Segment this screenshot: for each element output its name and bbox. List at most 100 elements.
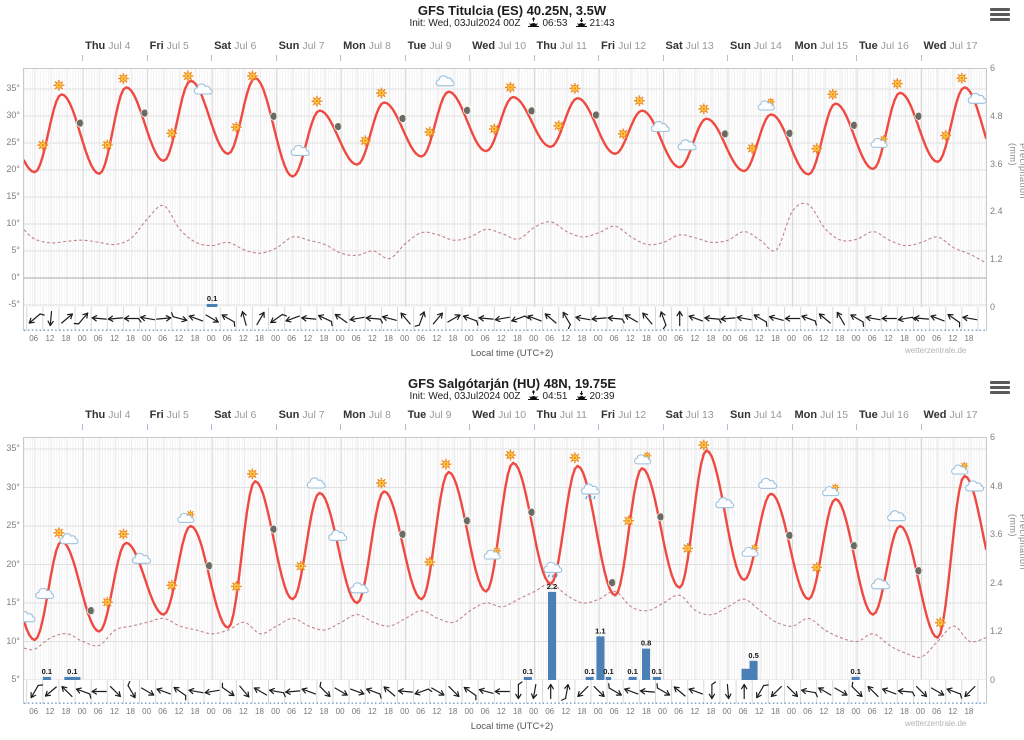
- wind-barb: [544, 313, 557, 324]
- wind-barb: [818, 687, 832, 696]
- time-tick-label: 18: [835, 334, 845, 343]
- moon-icon: [592, 110, 601, 120]
- wind-barb: [30, 684, 44, 699]
- precip-bar-label: 0.1: [42, 667, 52, 676]
- sun-icon: [246, 468, 258, 480]
- day-tick: [340, 424, 342, 430]
- sunset-time: 21:43: [589, 18, 615, 29]
- wind-barb: [881, 315, 897, 322]
- precip-axis-label: 6: [990, 63, 996, 73]
- hamburger-menu-icon[interactable]: [990, 381, 1010, 396]
- wind-barb: [447, 314, 461, 323]
- precip-bar-label: 0.1: [627, 667, 637, 676]
- wind-barb: [140, 687, 155, 696]
- wind-barb: [91, 315, 107, 322]
- time-tick-label: 00: [335, 334, 345, 343]
- wind-barb: [577, 685, 589, 698]
- wind-barb: [915, 685, 928, 698]
- wind-barb: [851, 681, 863, 698]
- precip-bar: [206, 304, 218, 308]
- time-tick-label: 00: [464, 707, 474, 716]
- hamburger-menu-icon[interactable]: [990, 8, 1010, 23]
- day-label: Wed Jul 17: [924, 40, 978, 52]
- time-tick-label: 06: [351, 334, 361, 343]
- moon-icon: [849, 541, 859, 551]
- time-tick-label: 00: [271, 334, 281, 343]
- day-date: Jul 14: [753, 409, 782, 421]
- sun-icon: [101, 596, 113, 608]
- day-of-week: Sun: [278, 40, 300, 52]
- day-of-week: Fri: [149, 40, 164, 52]
- wind-barb: [73, 312, 89, 325]
- plot-area: 0.1 0.1 0.1 2.2 0.1 1.1 0.1 0.1 0.8 0.1 0.5 0.1: [23, 437, 987, 682]
- wind-barb: [930, 314, 945, 322]
- wind-barb: [269, 687, 286, 698]
- time-tick-label: 06: [674, 334, 684, 343]
- wind-barb: [462, 314, 479, 326]
- day-label: Mon Jul 8: [343, 40, 391, 52]
- sun-icon: [698, 439, 710, 451]
- time-tick-label: 00: [593, 707, 603, 716]
- time-tick-label: 18: [512, 334, 522, 343]
- precip-bar: [652, 676, 661, 681]
- time-tick-label: 12: [690, 334, 700, 343]
- precip-bar-label: 0.1: [584, 667, 594, 676]
- wind-barb: [366, 687, 382, 699]
- sunrise-time: 04:51: [542, 391, 568, 402]
- time-tick-label: 06: [222, 707, 232, 716]
- sun-icon: [182, 70, 194, 82]
- sun-icon: [488, 123, 500, 135]
- day-tick: [791, 55, 793, 61]
- day-label: Sat Jul 6: [214, 40, 256, 52]
- wind-barb: [515, 681, 523, 700]
- time-tick-label: 12: [561, 707, 571, 716]
- sun-icon: [934, 617, 946, 629]
- day-tick: [275, 55, 277, 61]
- day-date: Jul 6: [234, 40, 257, 52]
- wind-barb: [431, 687, 445, 696]
- chart-subtitle: Init: Wed, 03Jul2024 00Z 04:51 20:39: [0, 389, 1024, 402]
- time-tick-label: 00: [787, 707, 796, 716]
- day-label: Tue Jul 16: [859, 409, 909, 421]
- time-tick-label: 12: [819, 707, 829, 716]
- suncloud-icon: [951, 461, 969, 475]
- time-tick-label: 12: [367, 707, 377, 716]
- moon-icon: [269, 524, 279, 534]
- sun-icon: [634, 95, 645, 107]
- time-tick-label: 06: [609, 334, 619, 343]
- time-tick-label: 18: [512, 707, 522, 716]
- cloud-icon: [24, 611, 36, 623]
- day-date: Jul 8: [368, 40, 391, 52]
- time-tick-label: 06: [480, 707, 490, 716]
- wind-barb: [511, 315, 530, 323]
- day-tick: [211, 424, 213, 430]
- precip-axis-label: 1.2: [990, 626, 1003, 637]
- moon-icon: [398, 114, 408, 123]
- moon-icon: [334, 122, 343, 131]
- precip-bar: [523, 676, 532, 681]
- sun-icon: [424, 556, 436, 568]
- time-tick-label: 00: [593, 334, 603, 343]
- day-date: Jul 12: [618, 409, 647, 421]
- day-of-week: Fri: [149, 409, 164, 421]
- time-tick-label: 06: [93, 334, 103, 343]
- precip-bar: [749, 660, 758, 681]
- wind-barb: [478, 687, 494, 694]
- temp-axis-label: 35°: [6, 443, 20, 453]
- wind-barb: [770, 685, 782, 698]
- wind-barb: [61, 685, 73, 698]
- sun-icon: [956, 72, 968, 84]
- day-label: Tue Jul 16: [859, 40, 909, 52]
- time-tick-label: 12: [109, 707, 119, 716]
- suncloud-icon: [634, 451, 652, 465]
- precip-bar-label: 0.1: [207, 294, 217, 303]
- time-tick-label: 18: [255, 707, 264, 716]
- sun-icon: [746, 143, 758, 154]
- wind-barb: [365, 315, 384, 324]
- time-tick-label: 12: [496, 334, 506, 343]
- wind-barb: [109, 685, 121, 698]
- day-label: Tue Jul 9: [408, 409, 452, 421]
- precip-bar-label: 0.1: [603, 667, 613, 676]
- wind-barb: [494, 315, 510, 323]
- temperature-curve: [24, 77, 986, 178]
